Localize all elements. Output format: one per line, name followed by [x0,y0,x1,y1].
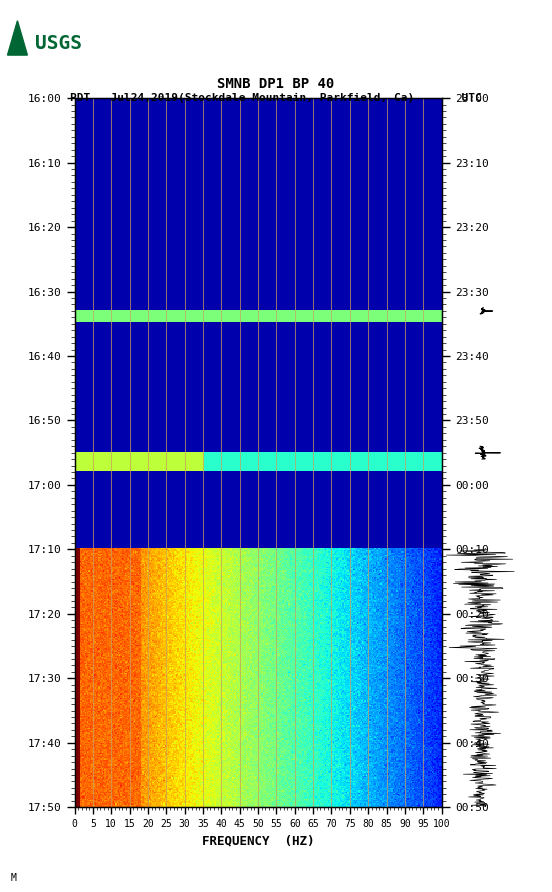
Text: PDT   Jul24,2019(Stockdale Mountain, Parkfield, Ca)       UTC: PDT Jul24,2019(Stockdale Mountain, Parkf… [70,93,482,103]
Text: USGS: USGS [35,34,82,54]
Text: SMNB DP1 BP 40: SMNB DP1 BP 40 [217,77,335,91]
Text: M: M [11,873,17,883]
X-axis label: FREQUENCY  (HZ): FREQUENCY (HZ) [202,835,314,847]
Polygon shape [8,21,28,55]
